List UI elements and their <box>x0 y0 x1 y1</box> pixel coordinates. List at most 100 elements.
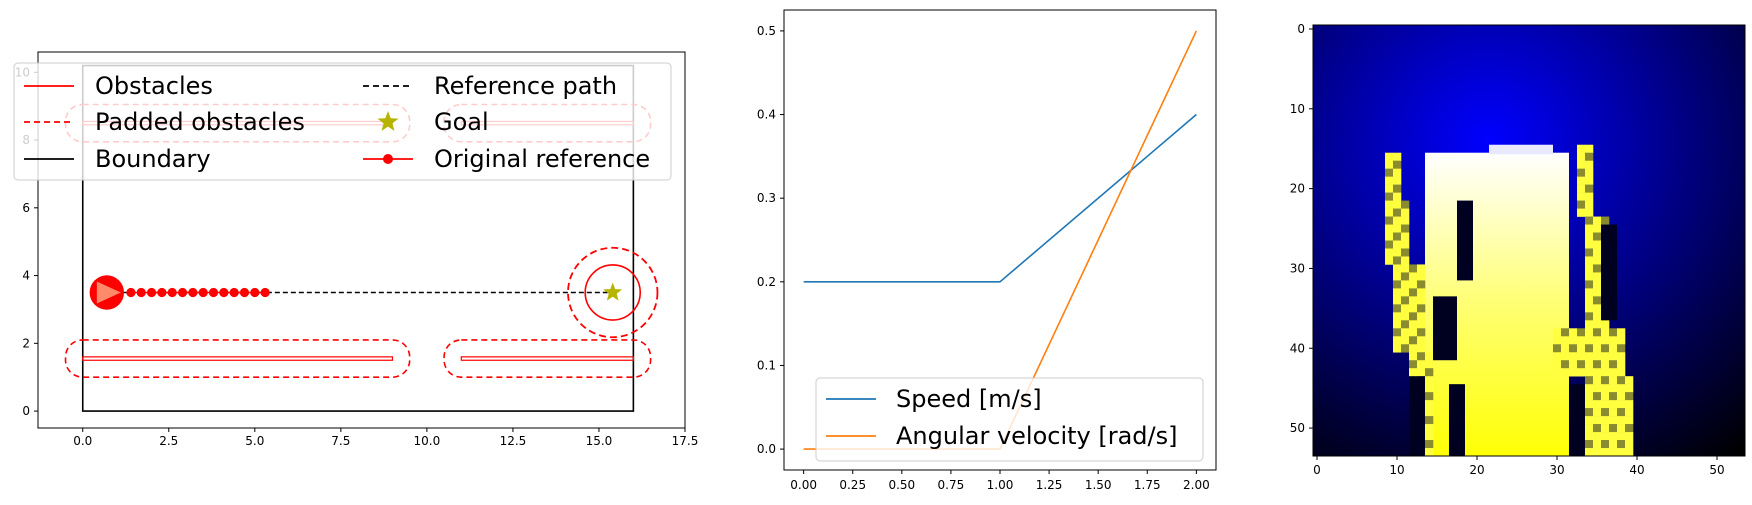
heatmap-cell <box>1385 256 1394 265</box>
map-legend-label: Padded obstacles <box>95 108 305 136</box>
heatmap-cell <box>1393 328 1402 337</box>
map-legend-label: Boundary <box>95 145 211 173</box>
heatmap-cell <box>1425 416 1434 425</box>
goal-outer-circle <box>567 246 659 339</box>
heatmap-cell <box>1409 352 1418 361</box>
map-panel: 0.02.55.07.510.012.515.017.50246810 Obst… <box>13 51 698 448</box>
map-axes-frame <box>37 51 686 429</box>
goal-inner-circle <box>584 264 642 321</box>
original-reference-point <box>136 287 146 298</box>
heatmap-cell <box>1409 320 1418 329</box>
padded-obstacle-1 <box>443 339 652 378</box>
heatmap-cell <box>1553 368 1562 377</box>
heatmap-cell <box>1401 240 1410 249</box>
heatmap-cell <box>1609 352 1618 361</box>
heatmap-cell <box>1593 408 1602 417</box>
heatmap-cell <box>1593 344 1602 353</box>
heatmap-cell <box>1625 440 1634 449</box>
heatmap-cell <box>1585 152 1594 161</box>
heatmap-cell <box>1409 336 1418 345</box>
heatmap-highlight <box>1489 144 1553 155</box>
heatmap-cell <box>1585 376 1594 385</box>
heatmap-cell <box>1561 368 1570 377</box>
heatmap-cell <box>1577 208 1586 217</box>
heatmap-cell <box>1393 216 1402 225</box>
heatmap-cell <box>1425 440 1434 449</box>
map-y-tick-label: 0 <box>22 404 30 418</box>
original-reference-point <box>260 287 270 298</box>
original-reference-point <box>177 287 188 298</box>
heatmap-cell <box>1577 336 1586 345</box>
heatmap-cell <box>1625 432 1634 441</box>
heatmap-cell <box>1601 320 1610 329</box>
heatmap-cell <box>1425 360 1434 369</box>
velocity-y-tick-label: 0.3 <box>757 191 776 205</box>
heatmap-cell <box>1593 416 1602 425</box>
heatmap-cell <box>1585 272 1594 281</box>
heatmap-cell <box>1593 440 1602 449</box>
velocity-x-tick-label: 0.25 <box>839 478 866 492</box>
heatmap-cell <box>1617 456 1625 464</box>
heatmap-cell <box>1593 432 1602 441</box>
heatmap-cell <box>1409 264 1418 273</box>
heatmap-cell <box>1585 400 1594 409</box>
velocity-legend: Speed [m/s] Angular velocity [rad/s] <box>815 377 1204 462</box>
heatmap-cell <box>1617 360 1626 369</box>
heatmap-cell <box>1385 184 1394 193</box>
velocity-x-tick-label: 1.75 <box>1134 478 1161 492</box>
heatmap-cell <box>1417 320 1426 329</box>
heatmap-cell <box>1393 320 1402 329</box>
original-reference-point <box>126 287 136 298</box>
heatmap-cell <box>1609 344 1618 353</box>
legend-handle-dot <box>383 154 393 164</box>
heatmap-cell <box>1401 224 1410 233</box>
obstacle-0 <box>82 356 394 361</box>
heatmap-cell <box>1585 144 1594 154</box>
heatmap-cell <box>1593 312 1602 321</box>
heatmap-cell <box>1585 448 1594 456</box>
heatmap-cell <box>1593 216 1602 225</box>
heatmap-cell <box>1585 288 1594 297</box>
heatmap-cell <box>1401 216 1410 225</box>
map-y-tick-label: 6 <box>22 201 30 215</box>
heatmap-cell <box>1401 288 1410 297</box>
heatmap-x-tick-label: 40 <box>1629 463 1644 477</box>
heatmap-cell <box>1393 152 1402 161</box>
heatmap-cell <box>1577 144 1586 154</box>
heatmap-cell <box>1577 160 1586 169</box>
heatmap-cell <box>1609 408 1618 417</box>
heatmap-cell <box>1409 280 1418 289</box>
heatmap-cell <box>1553 360 1562 369</box>
heatmap-cell <box>1625 424 1634 433</box>
heatmap-cell <box>1401 264 1410 273</box>
heatmap-cell <box>1577 368 1586 377</box>
heatmap-cell <box>1625 384 1634 393</box>
heatmap-cell <box>1577 176 1586 185</box>
heatmap-x-tick-label: 20 <box>1469 463 1484 477</box>
heatmap-cell <box>1401 296 1410 305</box>
heatmap-cell <box>1401 208 1410 217</box>
heatmap-cell <box>1585 280 1594 289</box>
heatmap-cell <box>1593 376 1602 385</box>
map-legend-label: Obstacles <box>95 72 213 100</box>
heatmap-cell <box>1625 448 1634 456</box>
heatmap-cell <box>1617 328 1626 337</box>
heatmap-cell <box>1585 312 1594 321</box>
heatmap-x-tick-label: 0 <box>1313 463 1321 477</box>
heatmap-cell <box>1585 304 1594 313</box>
heatmap-cell <box>1593 304 1602 313</box>
heatmap-cell <box>1593 264 1602 273</box>
heatmap-cell <box>1425 424 1434 433</box>
heatmap-y-tick-label: 20 <box>1290 182 1305 196</box>
heatmap-cell <box>1417 264 1426 273</box>
heatmap-cell <box>1617 392 1626 401</box>
heatmap-cell <box>1385 160 1394 169</box>
heatmap-cell <box>1393 208 1402 217</box>
heatmap-cell <box>1409 344 1418 353</box>
map-legend-label: Reference path <box>434 72 617 100</box>
heatmap-cell <box>1593 400 1602 409</box>
heatmap-cell <box>1625 408 1634 417</box>
heatmap-cell <box>1609 368 1618 377</box>
heatmap-hole <box>1433 296 1457 361</box>
heatmap-cell <box>1385 248 1394 257</box>
